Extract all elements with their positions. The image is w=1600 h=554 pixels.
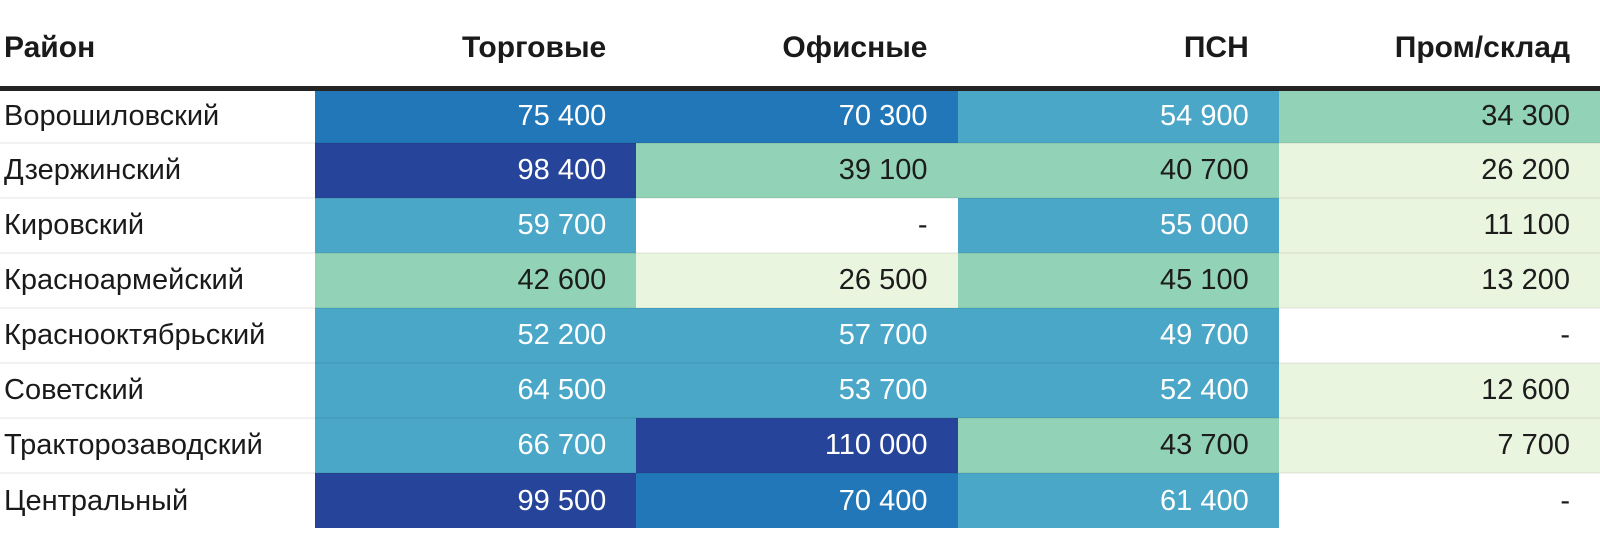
district-label: Дзержинский	[0, 142, 315, 198]
value-cell: 64 500	[315, 362, 637, 418]
table-row: Тракторозаводский 66 700 110 000 43 700 7 70…	[0, 417, 1600, 473]
value-cell: 75 400	[315, 88, 637, 143]
value-cell: 42 600	[315, 252, 637, 308]
table-row: Красноармейский 42 600 26 500 45 100 13 200	[0, 252, 1600, 308]
table-row: Ворошиловский 75 400 70 300 54 900 34 300	[0, 88, 1600, 143]
value-cell: 39 100	[636, 142, 958, 198]
value-cell: 110 000	[636, 417, 958, 473]
value-cell: 7 700	[1278, 417, 1600, 473]
table-row: Краснооктябрьский 52 200 57 700 49 700-	[0, 307, 1600, 363]
value-cell: 52 400	[957, 362, 1279, 418]
value-cell: 55 000	[957, 197, 1279, 253]
value-cell: -	[636, 197, 958, 253]
value-cell: 61 400	[957, 472, 1279, 528]
value-cell: 99 500	[315, 472, 637, 528]
value-cell: 26 200	[1278, 142, 1600, 198]
value-cell: 59 700	[315, 197, 637, 253]
value-cell: 43 700	[957, 417, 1279, 473]
value-cell: 53 700	[636, 362, 958, 418]
value-cell: -	[1278, 307, 1600, 363]
district-label: Центральный	[0, 472, 315, 528]
header-psn: ПСН	[957, 0, 1279, 91]
value-cell: 98 400	[315, 142, 637, 198]
table-row: Дзержинский 98 400 39 100 40 700 26 200	[0, 142, 1600, 198]
header-retail: Торговые	[315, 0, 637, 91]
value-cell: 13 200	[1278, 252, 1600, 308]
value-cell: 70 300	[636, 88, 958, 143]
district-label: Ворошиловский	[0, 88, 315, 143]
value-cell: 54 900	[957, 88, 1279, 143]
header-row: Район Торговые Офисные ПСН Пром/склад	[0, 0, 1600, 91]
value-cell: 34 300	[1278, 88, 1600, 143]
value-cell: 57 700	[636, 307, 958, 363]
district-label: Кировский	[0, 197, 315, 253]
value-cell: 52 200	[315, 307, 637, 363]
value-cell: 12 600	[1278, 362, 1600, 418]
table-row: Кировский 59 700-55 000 11 100	[0, 197, 1600, 253]
value-cell: 49 700	[957, 307, 1279, 363]
value-cell: 40 700	[957, 142, 1279, 198]
header-district: Район	[0, 0, 315, 91]
header-industrial: Пром/склад	[1278, 0, 1600, 91]
value-cell: 26 500	[636, 252, 958, 308]
value-cell: 70 400	[636, 472, 958, 528]
value-cell: -	[1278, 472, 1600, 528]
district-label: Тракторозаводский	[0, 417, 315, 473]
heatmap-table: Район Торговые Офисные ПСН Пром/склад Во…	[0, 0, 1600, 528]
table-body: Ворошиловский 75 400 70 300 54 900 34 300 Дзе…	[0, 88, 1600, 528]
district-label: Советский	[0, 362, 315, 418]
value-cell: 11 100	[1278, 197, 1600, 253]
table-row: Советский 64 500 53 700 52 400 12 600	[0, 362, 1600, 418]
value-cell: 45 100	[957, 252, 1279, 308]
table-row: Центральный 99 500 70 400 61 400-	[0, 472, 1600, 528]
header-office: Офисные	[636, 0, 958, 91]
district-label: Краснооктябрьский	[0, 307, 315, 363]
district-label: Красноармейский	[0, 252, 315, 308]
value-cell: 66 700	[315, 417, 637, 473]
